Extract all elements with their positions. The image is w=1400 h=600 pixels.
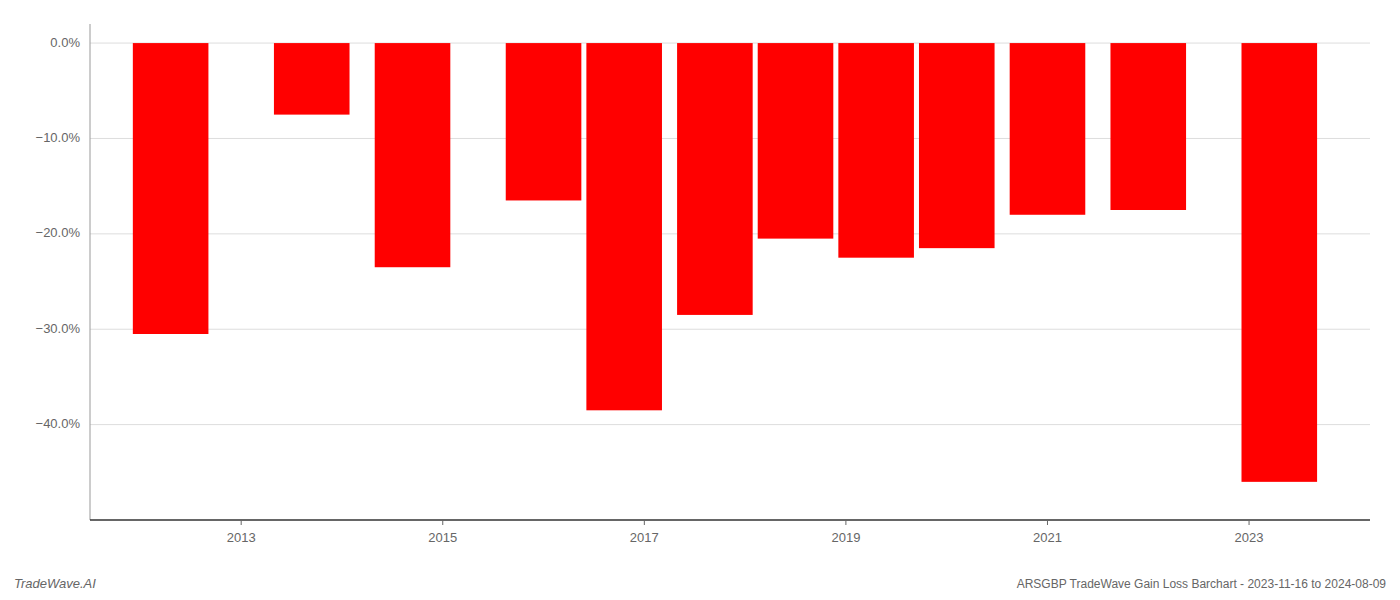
x-tick [1047,520,1048,525]
x-tick [1249,520,1250,525]
y-tick-label: −20.0% [36,225,81,240]
x-tick-label: 2021 [1033,530,1062,545]
y-axis: 0.0% −10.0% −20.0% −30.0% −40.0% [36,24,90,520]
bar [1241,43,1317,482]
x-tick-label: 2015 [428,530,457,545]
y-axis-line [90,24,91,520]
x-axis: 2013 2015 2017 2019 2021 2023 [90,520,1370,545]
bar [919,43,995,248]
y-tick-label: 0.0% [50,35,80,50]
bars [133,43,1317,482]
grid-line [90,329,1370,330]
bar [133,43,209,334]
x-axis-line [90,519,1370,521]
chart-container: 0.0% −10.0% −20.0% −30.0% −40.0% 2013 2015 2017… [0,0,1400,600]
title: ARSGBP TradeWave Gain Loss Barchart - 20… [1017,577,1387,591]
x-tick-label: 2019 [831,530,860,545]
bar [274,43,350,115]
bar [506,43,582,200]
x-tick-label: 2013 [227,530,256,545]
x-tick-label: 2017 [630,530,659,545]
bar [677,43,753,315]
grid [90,43,1370,425]
y-tick-label: −30.0% [36,321,81,336]
bar [838,43,914,258]
x-tick [644,520,645,525]
bar [1010,43,1086,215]
bar [375,43,451,267]
watermark: TradeWave.AI [14,576,96,591]
x-tick [845,520,846,525]
y-tick-label: −10.0% [36,130,81,145]
x-tick-label: 2023 [1235,530,1264,545]
chart-svg: 0.0% −10.0% −20.0% −30.0% −40.0% 2013 2015 2017… [0,0,1400,600]
bar [758,43,834,239]
x-tick [442,520,443,525]
grid-line [90,424,1370,425]
bar [1110,43,1186,210]
x-tick [241,520,242,525]
bar [586,43,662,410]
y-tick-label: −40.0% [36,416,81,431]
